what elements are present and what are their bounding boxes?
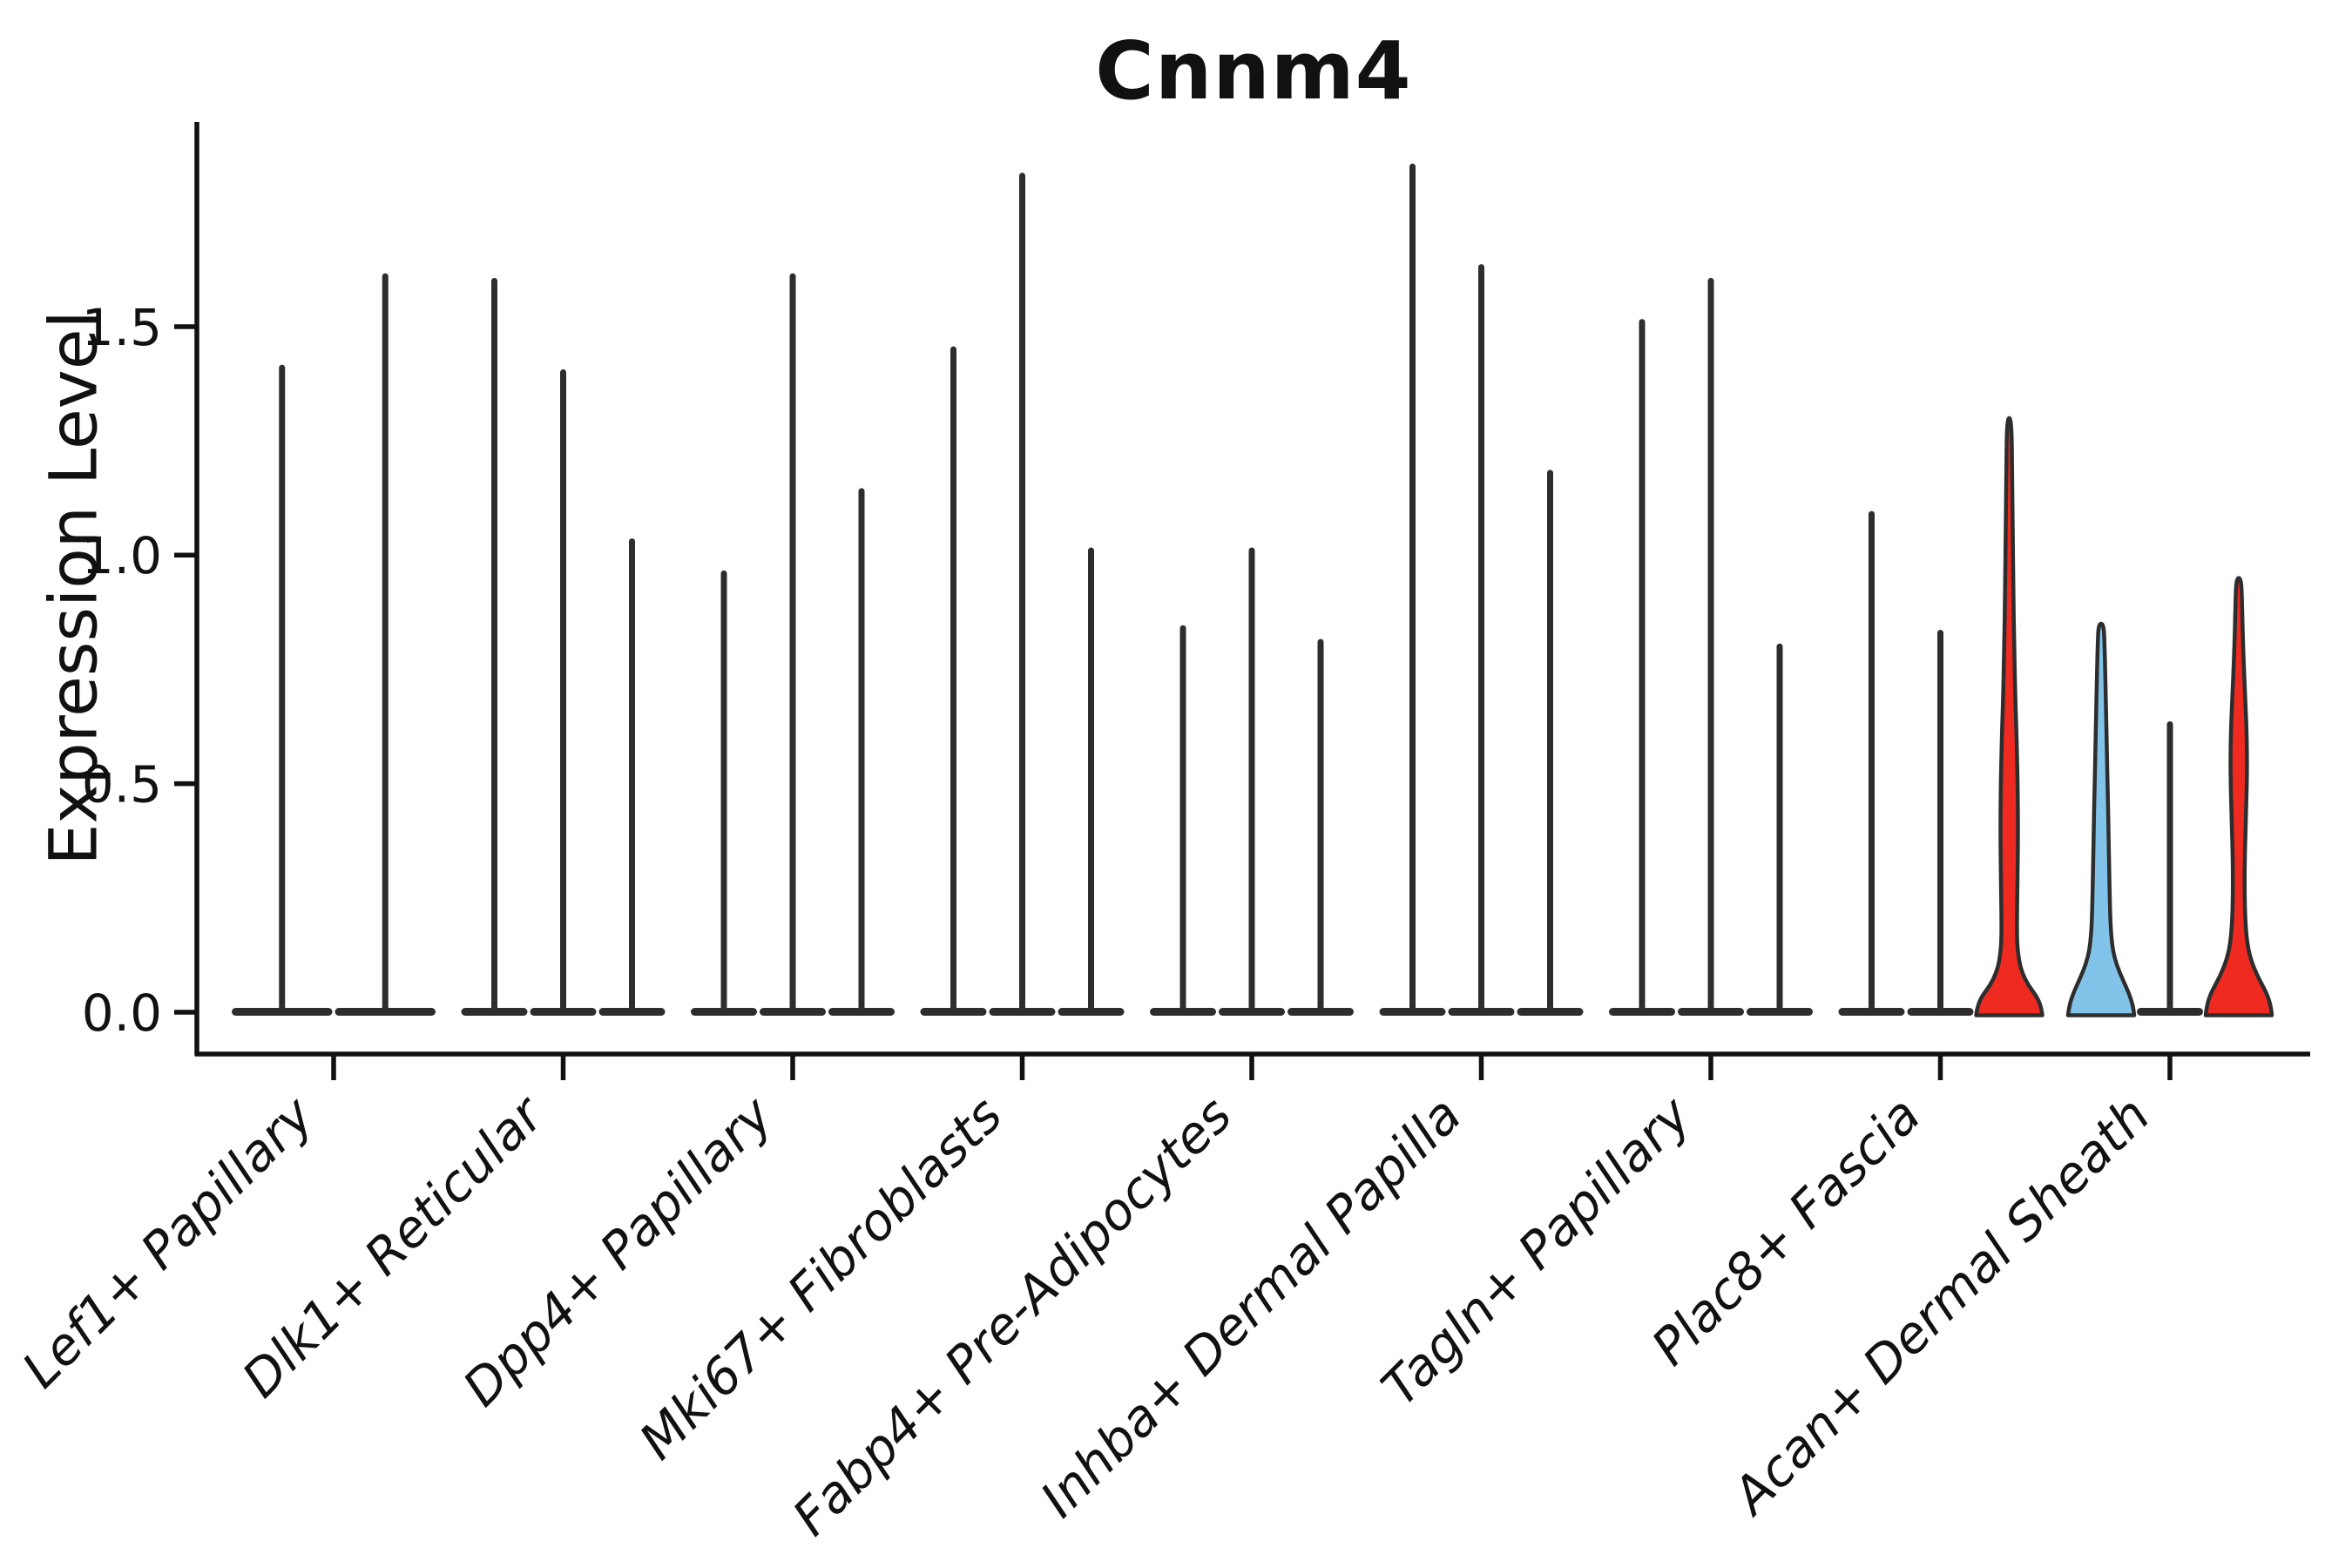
y-tick-label: 1.5 <box>82 298 162 357</box>
highlighted-violin-red <box>2203 576 2274 1017</box>
x-tick-label: Acan+ Dermal Sheath <box>1719 1085 2161 1528</box>
y-tick-label: 0.5 <box>82 755 162 814</box>
highlighted-violin-blue <box>2065 621 2137 1017</box>
highlighted-violin-red <box>1974 416 2044 1017</box>
x-tick-label: Fabp4+ Pre-Adipocytes <box>781 1085 1243 1547</box>
chart-title: Cnnm4 <box>1095 24 1412 118</box>
y-tick-label: 1.0 <box>82 526 162 585</box>
y-tick-label: 0.0 <box>82 983 162 1043</box>
x-tick-label: Inhba+ Dermal Papilla <box>1029 1085 1472 1529</box>
